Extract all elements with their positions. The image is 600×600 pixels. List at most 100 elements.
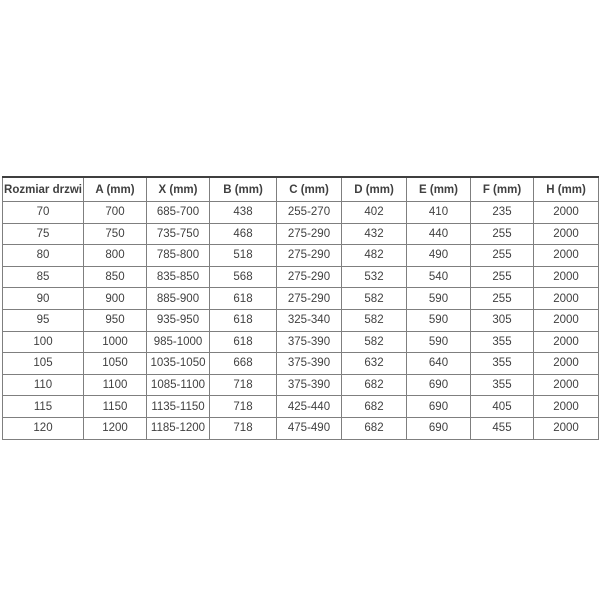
table-cell: 582 <box>341 308 407 332</box>
column-header-2: X (mm) <box>146 176 210 202</box>
table-cell: 235 <box>470 201 534 224</box>
table-cell: 110 <box>2 373 84 397</box>
table-cell: 718 <box>209 395 277 418</box>
table-cell: 532 <box>341 265 407 289</box>
table-row-100: 100 1000 985-1000 618 375-390 582 590 355 2000 <box>2 330 599 354</box>
table-cell: 410 <box>406 201 471 224</box>
table-cell: 255-270 <box>276 201 342 224</box>
table-cell: 2000 <box>533 201 599 224</box>
table-cell: 275-290 <box>276 265 342 289</box>
table-row-70: 70 700 685-700 438 255-270 402 410 235 2000 <box>2 201 599 224</box>
table-cell: 668 <box>209 352 277 375</box>
table-cell: 115 <box>2 395 84 418</box>
table-row-105: 105 1050 1035-1050 668 375-390 632 640 355 2000 <box>2 352 599 375</box>
table-cell: 750 <box>83 222 147 246</box>
table-cell: 475-490 <box>276 416 342 440</box>
column-header-4: C (mm) <box>276 176 342 202</box>
table-cell: 640 <box>406 352 471 375</box>
table-cell: 255 <box>470 244 534 267</box>
table-cell: 95 <box>2 308 84 332</box>
table-cell: 482 <box>341 244 407 267</box>
table-cell: 1200 <box>83 416 147 440</box>
table-cell: 432 <box>341 222 407 246</box>
table-cell: 1135-1150 <box>146 395 210 418</box>
table-cell: 75 <box>2 222 84 246</box>
table-cell: 1050 <box>83 352 147 375</box>
table-cell: 632 <box>341 352 407 375</box>
table-cell: 885-900 <box>146 287 210 310</box>
table-cell: 2000 <box>533 416 599 440</box>
table-cell: 582 <box>341 287 407 310</box>
table-cell: 785-800 <box>146 244 210 267</box>
table-cell: 2000 <box>533 352 599 375</box>
table-cell: 800 <box>83 244 147 267</box>
table-cell: 850 <box>83 265 147 289</box>
table-cell: 2000 <box>533 373 599 397</box>
dimensions-table: Rozmiar drzwi A (mm) X (mm) B (mm) C (mm) D (… <box>2 176 599 440</box>
table-cell: 375-390 <box>276 352 342 375</box>
table-row-115: 115 1150 1135-1150 718 425-440 682 690 405 2000 <box>2 395 599 418</box>
table-cell: 590 <box>406 308 471 332</box>
table-cell: 618 <box>209 287 277 310</box>
table-cell: 438 <box>209 201 277 224</box>
table-cell: 402 <box>341 201 407 224</box>
table-cell: 690 <box>406 416 471 440</box>
table-cell: 355 <box>470 352 534 375</box>
table-cell: 1085-1100 <box>146 373 210 397</box>
table-cell: 90 <box>2 287 84 310</box>
table-cell: 2000 <box>533 244 599 267</box>
table-cell: 682 <box>341 416 407 440</box>
table-cell: 2000 <box>533 330 599 354</box>
table-cell: 568 <box>209 265 277 289</box>
table-cell: 325-340 <box>276 308 342 332</box>
table-row-120: 120 1200 1185-1200 718 475-490 682 690 455 2000 <box>2 416 599 440</box>
table-cell: 2000 <box>533 308 599 332</box>
table-cell: 440 <box>406 222 471 246</box>
table-cell: 405 <box>470 395 534 418</box>
table-cell: 1000 <box>83 330 147 354</box>
table-cell: 275-290 <box>276 244 342 267</box>
table-header: Rozmiar drzwi A (mm) X (mm) B (mm) C (mm) D (… <box>2 176 599 202</box>
table-cell: 518 <box>209 244 277 267</box>
table-row-85: 85 850 835-850 568 275-290 532 540 255 2000 <box>2 265 599 289</box>
column-header-1: A (mm) <box>83 176 147 202</box>
table-cell: 735-750 <box>146 222 210 246</box>
table-cell: 690 <box>406 373 471 397</box>
column-header-7: F (mm) <box>470 176 534 202</box>
table-cell: 590 <box>406 330 471 354</box>
table-cell: 618 <box>209 330 277 354</box>
table-cell: 355 <box>470 373 534 397</box>
table-row-95: 95 950 935-950 618 325-340 582 590 305 2000 <box>2 308 599 332</box>
table-row-80: 80 800 785-800 518 275-290 482 490 255 2000 <box>2 244 599 267</box>
table-row-110: 110 1100 1085-1100 718 375-390 682 690 355 2000 <box>2 373 599 397</box>
table-cell: 375-390 <box>276 373 342 397</box>
dimensions-table-container: Rozmiar drzwi A (mm) X (mm) B (mm) C (mm) D (… <box>2 176 599 440</box>
table-cell: 1150 <box>83 395 147 418</box>
table-cell: 425-440 <box>276 395 342 418</box>
table-cell: 80 <box>2 244 84 267</box>
table-cell: 2000 <box>533 395 599 418</box>
table-cell: 255 <box>470 287 534 310</box>
table-cell: 582 <box>341 330 407 354</box>
table-cell: 1035-1050 <box>146 352 210 375</box>
table-cell: 355 <box>470 330 534 354</box>
table-cell: 375-390 <box>276 330 342 354</box>
table-cell: 682 <box>341 373 407 397</box>
table-cell: 275-290 <box>276 287 342 310</box>
column-header-8: H (mm) <box>533 176 599 202</box>
table-cell: 2000 <box>533 265 599 289</box>
table-cell: 255 <box>470 222 534 246</box>
table-cell: 255 <box>470 265 534 289</box>
table-cell: 985-1000 <box>146 330 210 354</box>
table-cell: 1100 <box>83 373 147 397</box>
table-cell: 618 <box>209 308 277 332</box>
table-cell: 950 <box>83 308 147 332</box>
table-cell: 685-700 <box>146 201 210 224</box>
table-cell: 700 <box>83 201 147 224</box>
table-cell: 2000 <box>533 287 599 310</box>
table-cell: 718 <box>209 416 277 440</box>
table-cell: 682 <box>341 395 407 418</box>
table-body: 70 700 685-700 438 255-270 402 410 235 2000 75 750… <box>2 201 599 440</box>
table-row-90: 90 900 885-900 618 275-290 582 590 255 2000 <box>2 287 599 310</box>
table-cell: 455 <box>470 416 534 440</box>
